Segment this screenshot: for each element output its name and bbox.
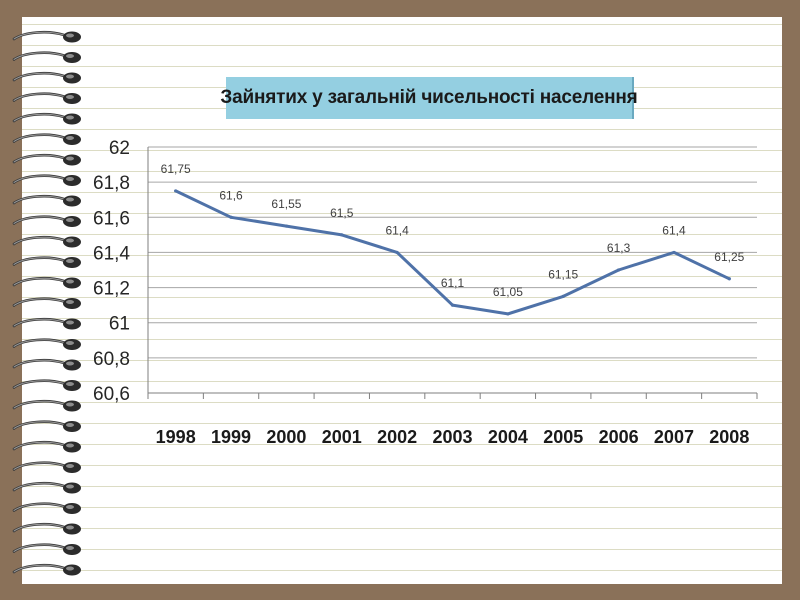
data-label: 61,5 [330,206,354,220]
y-tick-label: 61,6 [93,208,130,229]
spiral-ring [12,399,81,412]
data-labels: 61,75 61,6 61,55 61,5 61,4 61,1 61,05 61,15 61,3… [161,162,745,299]
spiral-binding [12,30,81,576]
y-axis-tick-labels: 60,6 60,8 61 61,2 61,4 61,6 61,8 62 [93,138,130,405]
spiral-ring [12,297,81,309]
data-label: 61,3 [607,241,631,255]
data-point [616,268,621,272]
chart-gridlines [148,146,757,359]
data-label: 61,55 [271,197,301,211]
y-tick-label: 60,6 [93,384,130,405]
data-point [672,250,676,255]
spiral-ring [12,358,81,371]
spiral-ring [12,256,81,268]
y-tick-label: 60,8 [93,349,130,370]
spiral-ring [12,174,81,186]
x-tick-label: 2007 [654,427,694,447]
spiral-ring [12,276,81,289]
spiral-ring [12,153,81,166]
x-tick-label: 2006 [599,427,639,447]
x-tick-label: 2004 [488,427,528,447]
x-tick-label: 2002 [377,427,417,447]
y-tick-label: 62 [109,138,130,159]
x-tick-label: 1999 [211,427,251,447]
x-tick-label: 1998 [156,427,196,447]
y-tick-label: 61,2 [93,279,130,300]
spiral-ring [12,30,81,43]
data-label: 61,6 [219,188,243,202]
spiral-ring [12,420,81,432]
data-label: 61,15 [548,267,578,281]
data-point [284,224,289,228]
spiral-ring [12,317,81,330]
spiral-ring [12,543,81,555]
data-point [506,312,510,316]
data-label: 61,4 [662,223,686,237]
spiral-ring [12,112,81,125]
x-tick-label: 2003 [432,427,472,447]
chart-title: Зайнятих у загальній чисельності населен… [220,77,638,119]
y-tick-label: 61 [109,314,130,335]
data-point [229,215,233,219]
x-tick-label: 2001 [322,427,362,447]
spiral-ring [12,194,81,207]
spiral-ring [12,235,81,248]
spiral-ring [12,51,81,63]
x-axis-tick-labels: 1998 1999 2000 2001 2002 2003 2004 2005 2006 2007… [156,427,750,447]
y-tick-label: 61,4 [93,243,130,264]
data-label: 61,75 [161,162,191,176]
data-label: 61,1 [441,276,465,290]
spiral-ring [12,133,81,145]
x-tick-label: 2005 [543,427,583,447]
spiral-ring [12,71,81,84]
spiral-ring [12,215,81,227]
data-point [174,189,178,193]
x-tick-label: 2008 [709,427,749,447]
data-point [395,250,399,255]
y-tick-label: 61,8 [93,173,130,194]
spiral-ring [12,379,81,391]
data-point [727,277,731,281]
data-point [340,233,344,237]
data-point [561,294,565,298]
x-tick-label: 2000 [266,427,306,447]
spiral-ring [12,440,81,453]
spiral-ring [12,481,81,494]
series-line [174,189,731,316]
data-label: 61,05 [493,285,523,299]
data-point [450,303,455,307]
spiral-ring [12,92,81,104]
spiral-ring [12,461,81,473]
spiral-ring [12,502,81,514]
chart-axes [147,147,758,399]
spiral-ring [12,522,81,535]
spiral-ring [12,563,81,576]
data-label: 61,25 [714,250,744,264]
spiral-ring [12,338,81,350]
data-label: 61,4 [385,223,409,237]
